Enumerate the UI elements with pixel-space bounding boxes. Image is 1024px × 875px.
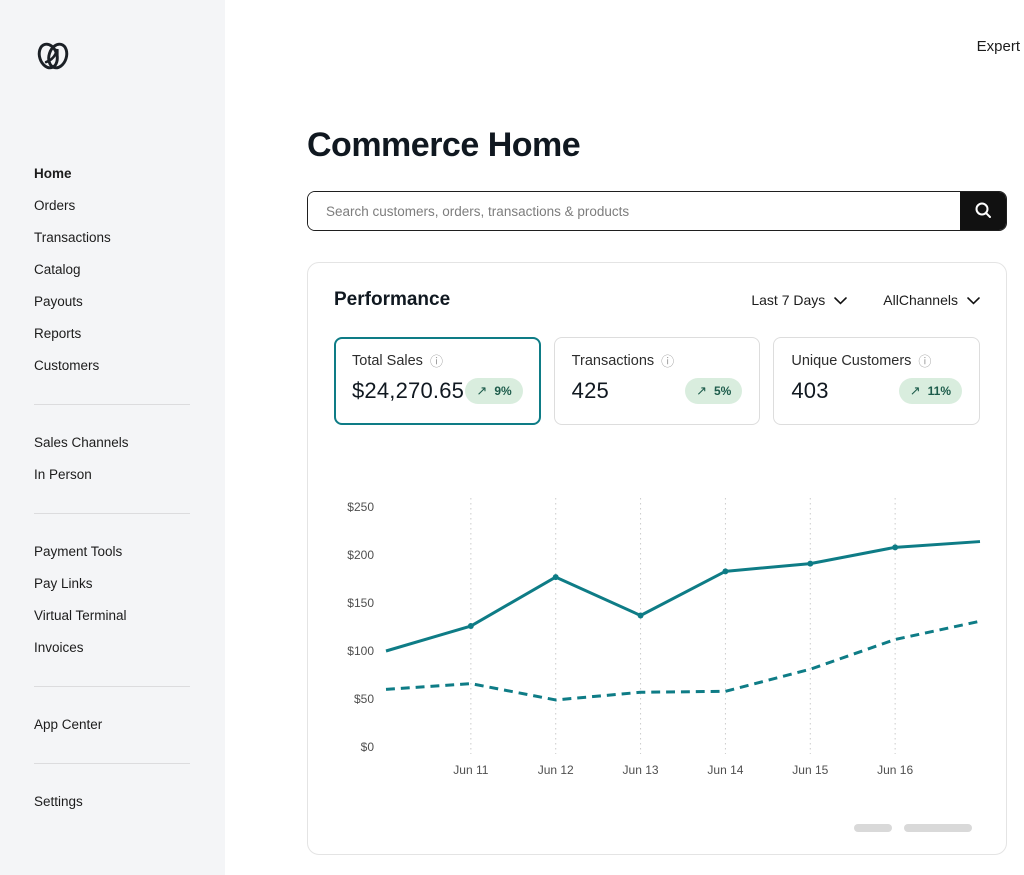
sidebar-item-payment-tools[interactable]: Payment Tools	[34, 544, 123, 559]
info-icon[interactable]: ⓘ	[661, 353, 675, 369]
sidebar-item-home[interactable]: Home	[34, 166, 72, 181]
trend-change: 9%	[494, 384, 512, 398]
sidebar-item-settings[interactable]: Settings	[34, 794, 83, 809]
sidebar-divider	[34, 686, 190, 687]
chart-data-point	[807, 560, 814, 567]
chart-scrollbar	[854, 824, 972, 832]
trend-change: 11%	[927, 384, 952, 398]
trend-badge: ↗ 11%	[898, 378, 963, 404]
y-axis-tick: $150	[347, 596, 374, 610]
sidebar: Home Orders Transactions Catalog Payouts…	[0, 0, 225, 875]
main-content: Expert Commerce Home Performance Last 7 …	[225, 0, 1024, 875]
search-bar	[307, 191, 1007, 231]
metric-label: Total Sales	[352, 353, 423, 369]
sidebar-divider	[34, 763, 190, 764]
y-axis-tick: $0	[360, 740, 374, 754]
chart-svg	[385, 498, 981, 754]
page-title: Commerce Home	[307, 126, 581, 164]
chart-data-point	[722, 568, 729, 575]
sidebar-item-app-center[interactable]: App Center	[34, 717, 103, 732]
chart-x-axis: Jun 11 Jun 12 Jun 13 Jun 14 Jun 15 Jun 16	[386, 763, 980, 779]
metric-label: Unique Customers	[791, 353, 912, 369]
sidebar-item-in-person[interactable]: In Person	[34, 467, 92, 482]
y-axis-tick: $50	[353, 692, 374, 706]
sidebar-item-reports[interactable]: Reports	[34, 326, 82, 341]
sidebar-item-payouts[interactable]: Payouts	[34, 294, 83, 309]
x-axis-label: Jun 11	[453, 763, 489, 777]
sidebar-divider	[34, 513, 190, 514]
info-icon[interactable]: ⓘ	[429, 353, 443, 369]
metric-cards: Total Sales ⓘ $24,270.65 ↗ 9% Transactio…	[334, 337, 981, 425]
metric-card-transactions[interactable]: Transactions ⓘ 425 ↗ 5%	[553, 337, 761, 425]
search-button[interactable]	[960, 192, 1006, 230]
chart-data-point	[552, 574, 559, 581]
sidebar-item-customers[interactable]: Customers	[34, 358, 100, 373]
trend-change: 5%	[714, 384, 732, 398]
sidebar-nav: Home Orders Transactions Catalog Payouts…	[34, 158, 225, 818]
chart-scroll-indicator-small[interactable]	[854, 824, 892, 832]
y-axis-tick: $200	[347, 548, 374, 562]
trend-up-icon: ↗	[476, 383, 488, 398]
metric-card-unique-customers[interactable]: Unique Customers ⓘ 403 ↗ 11%	[773, 337, 981, 425]
date-range-value: Last 7 Days	[751, 292, 826, 308]
chart-series-solid	[385, 540, 981, 653]
channel-dropdown[interactable]: AllChannels	[883, 292, 980, 308]
chart-data-point	[467, 623, 474, 630]
metric-value: $24,270.65	[352, 378, 465, 403]
x-axis-label: Jun 16	[877, 763, 914, 777]
performance-card: Performance Last 7 Days AllChannels	[307, 262, 1007, 855]
x-axis-label: Jun 15	[792, 763, 829, 777]
search-input[interactable]	[308, 192, 960, 230]
date-range-dropdown[interactable]: Last 7 Days	[751, 292, 848, 308]
metric-value: 425	[571, 378, 609, 403]
chevron-down-icon	[967, 292, 980, 308]
trend-badge: ↗ 9%	[465, 378, 523, 404]
chevron-down-icon	[834, 292, 848, 308]
sidebar-item-transactions[interactable]: Transactions	[34, 230, 111, 245]
channel-value: AllChannels	[883, 292, 958, 308]
sidebar-item-sales-channels[interactable]: Sales Channels	[34, 435, 129, 450]
chart-y-axis: $250 $200 $150 $100 $50 $0	[334, 500, 386, 754]
chart-plot-area: Jun 11 Jun 12 Jun 13 Jun 14 Jun 15 Jun 16	[385, 498, 981, 777]
sales-line-chart: $250 $200 $150 $100 $50 $0 Jun 11 Jun 12 Jun 13…	[334, 498, 981, 777]
x-axis-label: Jun 12	[537, 763, 574, 777]
sidebar-item-catalog[interactable]: Catalog	[34, 262, 81, 277]
godaddy-logo-icon[interactable]	[34, 38, 72, 74]
x-axis-label: Jun 13	[622, 763, 659, 777]
metric-label: Transactions	[571, 353, 655, 369]
performance-header: Performance Last 7 Days AllChannels	[334, 289, 980, 311]
chart-data-point	[637, 612, 644, 619]
y-axis-tick: $250	[347, 500, 374, 514]
chart-series-dashed	[385, 619, 981, 702]
sidebar-item-invoices[interactable]: Invoices	[34, 640, 84, 655]
metric-card-total-sales[interactable]: Total Sales ⓘ $24,270.65 ↗ 9%	[334, 337, 541, 425]
expert-link[interactable]: Expert	[976, 38, 1020, 55]
sidebar-divider	[34, 404, 190, 405]
chart-scroll-indicator-large[interactable]	[904, 824, 972, 832]
metric-value: 403	[791, 378, 829, 403]
trend-badge: ↗ 5%	[685, 378, 743, 404]
sidebar-item-virtual-terminal[interactable]: Virtual Terminal	[34, 608, 127, 623]
trend-up-icon: ↗	[696, 383, 707, 398]
chart-data-point	[892, 544, 899, 551]
y-axis-tick: $100	[347, 644, 374, 658]
search-icon	[973, 200, 993, 223]
trend-up-icon: ↗	[909, 383, 921, 398]
sidebar-item-pay-links[interactable]: Pay Links	[34, 576, 93, 591]
performance-filters: Last 7 Days AllChannels	[751, 292, 980, 308]
sidebar-item-orders[interactable]: Orders	[34, 198, 76, 213]
info-icon[interactable]: ⓘ	[918, 353, 932, 369]
x-axis-label: Jun 14	[707, 763, 744, 777]
performance-title: Performance	[334, 289, 451, 310]
